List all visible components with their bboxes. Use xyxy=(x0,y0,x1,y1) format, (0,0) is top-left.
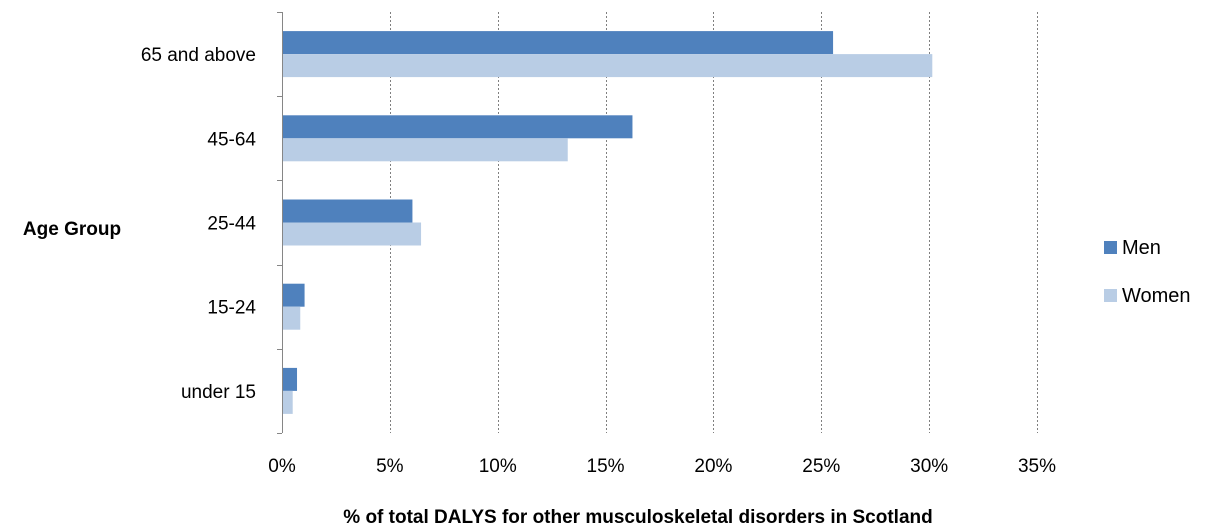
bar-men xyxy=(283,367,298,391)
bar-men xyxy=(283,283,305,307)
bar-men xyxy=(283,31,834,55)
bar-women xyxy=(283,222,422,246)
x-tick-label: 20% xyxy=(694,456,732,477)
y-tick-label: 25-44 xyxy=(207,214,256,235)
x-tick-label: 10% xyxy=(479,456,517,477)
x-tick-label: 15% xyxy=(587,456,625,477)
x-tick-label: 30% xyxy=(910,456,948,477)
x-axis-ticks: 0% 5% 10% 15% 20% 25% 30% 35% xyxy=(268,456,1056,477)
bar-women xyxy=(283,54,933,78)
y-tick-label: 15-24 xyxy=(207,298,256,319)
x-tick-label: 5% xyxy=(376,456,404,477)
bar-women xyxy=(283,390,293,414)
legend: Men Women xyxy=(1104,237,1191,307)
x-tick-label: 0% xyxy=(268,456,296,477)
y-tick-label: under 15 xyxy=(181,382,256,403)
legend-label-men: Men xyxy=(1122,237,1161,259)
bar-men xyxy=(283,115,633,139)
legend-label-women: Women xyxy=(1122,285,1191,307)
y-axis-ticks: 65 and above 45-64 25-44 15-24 under 15 xyxy=(141,12,282,434)
bar-women xyxy=(283,138,568,162)
bar-men xyxy=(283,199,413,223)
bar-women xyxy=(283,306,301,330)
x-axis-title: % of total DALYS for other musculoskelet… xyxy=(343,507,932,528)
legend-swatch-men xyxy=(1104,241,1117,254)
y-axis-title: Age Group xyxy=(23,219,121,240)
x-tick-label: 25% xyxy=(802,456,840,477)
y-tick-label: 45-64 xyxy=(207,129,256,150)
bars xyxy=(283,31,933,414)
legend-swatch-women xyxy=(1104,289,1117,302)
y-tick-label: 65 and above xyxy=(141,45,256,66)
x-tick-label: 35% xyxy=(1018,456,1056,477)
